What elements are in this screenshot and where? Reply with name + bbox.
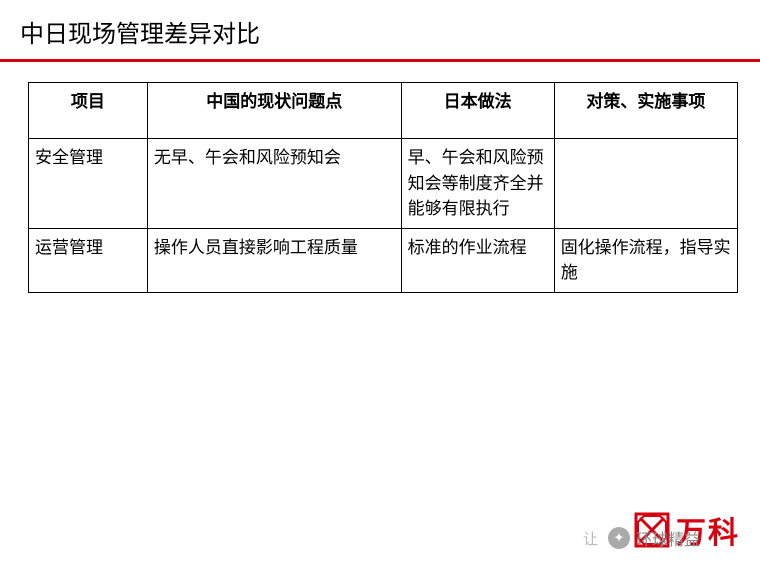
watermark-text: 环球精益 <box>636 526 700 550</box>
col-header: 中国的现状问题点 <box>147 83 401 139</box>
table-header-row: 项目 中国的现状问题点 日本做法 对策、实施事项 <box>29 83 738 139</box>
cell: 固化操作流程，指导实施 <box>554 228 737 292</box>
comparison-table: 项目 中国的现状问题点 日本做法 对策、实施事项 安全管理 无早、午会和风险预知… <box>28 82 738 293</box>
table-container: 项目 中国的现状问题点 日本做法 对策、实施事项 安全管理 无早、午会和风险预知… <box>0 62 760 293</box>
table-row: 安全管理 无早、午会和风险预知会 早、午会和风险预知会等制度齐全并能够有限执行 <box>29 139 738 229</box>
col-header: 日本做法 <box>401 83 554 139</box>
wechat-icon: ✦ <box>608 527 630 549</box>
cell: 安全管理 <box>29 139 148 229</box>
col-header: 项目 <box>29 83 148 139</box>
page-title: 中日现场管理差异对比 <box>0 0 760 59</box>
watermark-prefix: 让 <box>583 528 598 549</box>
cell: 运营管理 <box>29 228 148 292</box>
cell <box>554 139 737 229</box>
table-row: 运营管理 操作人员直接影响工程质量 标准的作业流程 固化操作流程，指导实施 <box>29 228 738 292</box>
cell: 早、午会和风险预知会等制度齐全并能够有限执行 <box>401 139 554 229</box>
cell: 无早、午会和风险预知会 <box>147 139 401 229</box>
cell: 操作人员直接影响工程质量 <box>147 228 401 292</box>
col-header: 对策、实施事项 <box>554 83 737 139</box>
watermark: 让 ✦ 环球精益 <box>583 526 700 550</box>
cell: 标准的作业流程 <box>401 228 554 292</box>
